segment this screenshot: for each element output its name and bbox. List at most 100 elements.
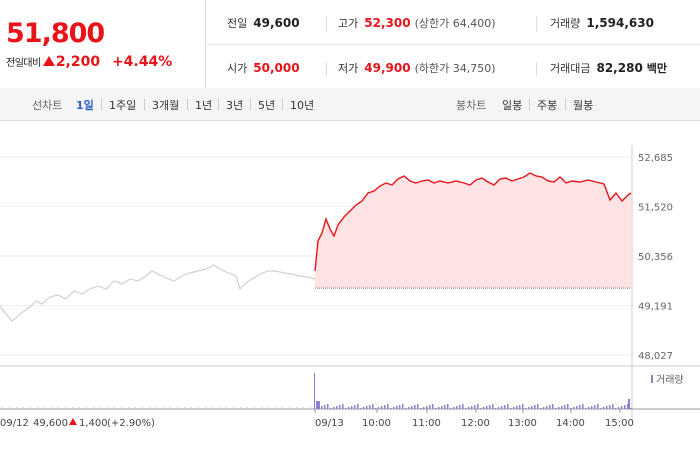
volume-bar: [501, 406, 503, 409]
volume-bar: [423, 407, 425, 409]
volume-bar: [495, 408, 497, 409]
stat-separator: [536, 62, 537, 76]
volume-bar: [594, 405, 596, 409]
prev-volume-bar: [114, 407, 115, 409]
stat-open: 시가 50,000: [227, 60, 300, 76]
prev-volume-bar: [268, 407, 269, 409]
stat-high: 고가 52,300 (상한가 64,400): [338, 15, 496, 31]
prev-day-change: 1,400: [79, 418, 108, 429]
volume-bar: [477, 404, 479, 409]
volume-bar: [381, 406, 383, 409]
volume-bar: [582, 404, 584, 409]
period-3y-button[interactable]: 3년: [226, 99, 244, 112]
prev-day-close: 49,600: [33, 418, 68, 429]
prev-volume-bar: [198, 407, 199, 409]
candle-monthly-button[interactable]: 월봉: [573, 99, 594, 112]
volume-bar: [465, 408, 467, 409]
x-tick-label: 09/13: [315, 418, 344, 429]
volume-bar: [564, 405, 566, 409]
period-10y-button[interactable]: 10년: [290, 99, 315, 112]
volume-bar: [576, 406, 578, 409]
volume-bar: [516, 406, 518, 409]
volume-bar: [528, 407, 530, 409]
volume-bar: [627, 404, 629, 409]
stat-key: 저가: [338, 62, 359, 75]
volume-bar: [432, 404, 434, 409]
chart-grid: [0, 145, 700, 421]
volume-bar: [483, 407, 485, 409]
prev-volume-bar: [37, 407, 38, 409]
volume-bar: [480, 408, 482, 409]
volume-bar: [384, 405, 386, 409]
volume-panel: 거래량: [2, 373, 684, 409]
current-price: 51,800: [6, 18, 105, 49]
x-tick-label: 13:00: [508, 418, 537, 429]
stat-value: 52,300: [364, 16, 411, 30]
period-1d-button[interactable]: 1일: [76, 99, 94, 112]
stat-separator: [536, 17, 537, 31]
prev-volume-bar: [261, 407, 262, 409]
volume-bar: [609, 405, 611, 409]
volume-bar: [327, 404, 329, 409]
prev-volume-bar: [121, 407, 122, 409]
candle-daily-button[interactable]: 일봉: [502, 99, 523, 112]
candle-chart-label: 봉차트: [456, 99, 487, 112]
volume-bar: [552, 404, 554, 409]
stat-separator: [326, 17, 327, 31]
volume-bar: [372, 404, 374, 409]
volume-legend-swatch: [651, 375, 653, 383]
up-arrow-icon: [42, 56, 55, 66]
prev-volume-bar: [128, 407, 129, 409]
volume-bar: [468, 407, 470, 409]
volume-bar: [339, 405, 341, 409]
volume-bar: [396, 406, 398, 409]
volume-bar: [510, 408, 512, 409]
volume-bar: [342, 404, 344, 409]
toolbar-separator: [565, 99, 566, 110]
toolbar-separator: [218, 99, 219, 110]
stat-separator: [326, 62, 327, 76]
volume-bar: [588, 407, 590, 409]
period-5y-button[interactable]: 5년: [258, 99, 276, 112]
change-row: 전일대비 2,200 +4.44%: [6, 54, 172, 70]
prev-volume-bar: [177, 407, 178, 409]
stat-key: 고가: [338, 17, 359, 30]
volume-bar: [462, 404, 464, 409]
volume-bar: [408, 407, 410, 409]
volume-bar: [585, 408, 587, 409]
volume-bar: [369, 405, 371, 409]
y-tick-label: 49,191: [638, 302, 673, 313]
prev-volume-bar: [65, 407, 66, 409]
volume-bar: [348, 407, 350, 409]
toolbar-separator: [250, 99, 251, 110]
x-tick-label: 14:00: [556, 418, 585, 429]
prev-volume-bar: [233, 407, 234, 409]
volume-bar: [618, 407, 620, 409]
period-3m-button[interactable]: 3개월: [152, 99, 180, 112]
stat-value: 1,594,630: [586, 16, 654, 30]
toolbar-separator: [529, 99, 530, 110]
prev-volume-bar: [254, 407, 255, 409]
volume-bar: [579, 405, 581, 409]
period-1y-button[interactable]: 1년: [195, 99, 213, 112]
prev-volume-bar: [219, 407, 220, 409]
volume-bar: [507, 404, 509, 409]
up-arrow-icon: [69, 418, 77, 425]
volume-bar: [630, 408, 632, 409]
prev-volume-bar: [93, 407, 94, 409]
volume-bar: [390, 408, 392, 409]
volume-bar: [498, 407, 500, 409]
price-chart[interactable]: 52,685 51,520 50,356 49,191 48,027 거래량 09/13…: [0, 121, 700, 450]
volume-bar: [417, 404, 419, 409]
prev-day-line: [0, 264, 316, 322]
volume-bar: [324, 405, 326, 409]
volume-bar: [411, 406, 413, 409]
candle-weekly-button[interactable]: 주봉: [537, 99, 558, 112]
prev-volume-bar: [149, 407, 150, 409]
prev-volume-bar: [184, 407, 185, 409]
y-tick-label: 48,027: [638, 351, 673, 362]
period-1w-button[interactable]: 1주일: [109, 99, 137, 112]
volume-bar: [525, 408, 527, 409]
stat-trade-value: 거래대금 82,280 백만: [550, 60, 667, 76]
toolbar-separator: [144, 99, 145, 110]
